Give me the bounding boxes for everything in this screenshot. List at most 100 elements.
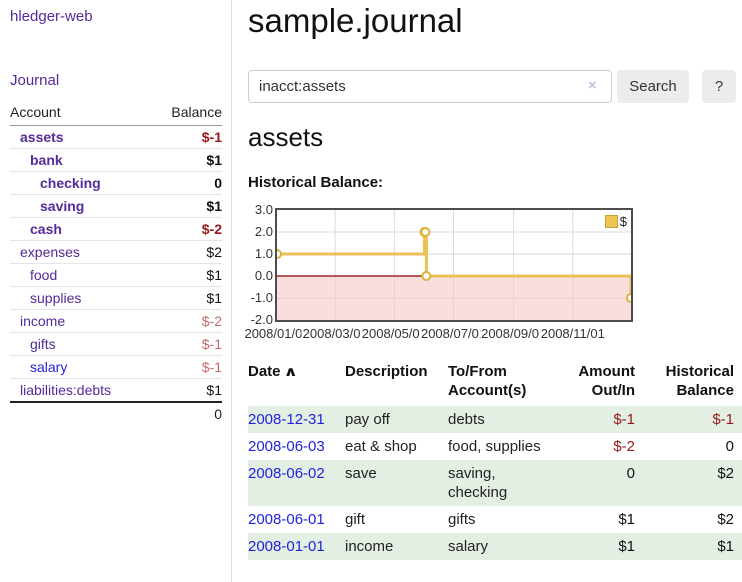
transaction-date-link[interactable]: 2008-06-03 <box>248 438 325 455</box>
tofrom-line2: Account(s) <box>448 382 527 399</box>
accounts-table-body: assets $-1 bank $1 checking 0 saving $1 cash $-2 e… <box>10 125 222 403</box>
y-axis-tick-label: 2.0 <box>254 224 273 239</box>
register-table: Date ∧ Description To/From Account(s) Amo… <box>248 358 742 560</box>
sidebar-account-link[interactable]: liabilities:debts <box>20 382 112 398</box>
sidebar-account-link[interactable]: supplies <box>30 290 82 306</box>
account-balance: $2 <box>151 240 222 264</box>
sidebar-account-link[interactable]: checking <box>40 175 101 191</box>
date-header-label: Date <box>248 363 281 380</box>
x-axis-tick-label: 2008/01/01 <box>243 326 311 341</box>
register-table-body: 2008-12-31 pay off debts $-1 $-1 2008-06-03 ea… <box>248 406 742 560</box>
sidebar-account-link[interactable]: income <box>20 313 66 329</box>
transaction-description: pay off <box>345 411 390 428</box>
transaction-date-link[interactable]: 2008-01-01 <box>248 538 325 555</box>
register-header-description: Description <box>345 363 428 380</box>
chart-legend: $ <box>604 214 627 229</box>
transaction-accounts: salary <box>448 538 489 555</box>
transaction-date-link[interactable]: 2008-06-02 <box>248 465 325 482</box>
sidebar-account-link[interactable]: salary <box>30 359 68 375</box>
accounts-header-balance: Balance <box>151 100 222 126</box>
transaction-date-link[interactable]: 2008-12-31 <box>248 411 325 428</box>
x-axis-tick-label: 2008/09/01 <box>480 326 548 341</box>
chart-plot-area: $ <box>275 208 633 322</box>
sidebar-account-link[interactable]: assets <box>20 129 64 145</box>
transaction-amount: $-2 <box>613 438 635 455</box>
transaction-accounts: saving, checking <box>448 465 508 501</box>
register-row: 2008-06-01 gift gifts $1 $2 <box>248 506 742 533</box>
sidebar-account-link[interactable]: bank <box>30 152 63 168</box>
app-title-link[interactable]: hledger-web <box>10 8 93 25</box>
sidebar-account-link[interactable]: food <box>30 267 58 283</box>
y-axis-tick-label: 3.0 <box>254 202 273 217</box>
tofrom-line1: To/From <box>448 363 507 380</box>
account-balance: $-2 <box>151 309 222 333</box>
clear-search-icon[interactable]: × <box>588 77 597 94</box>
sidebar-account-link[interactable]: gifts <box>30 336 56 352</box>
x-axis-tick-label: 2008/05/01 <box>360 326 428 341</box>
transaction-date-link[interactable]: 2008-06-01 <box>248 511 325 528</box>
register-row: 2008-12-31 pay off debts $-1 $-1 <box>248 406 742 433</box>
sidebar-account-link[interactable]: expenses <box>20 244 80 260</box>
accounts-total-row: 0 <box>10 401 222 425</box>
transaction-accounts: gifts <box>448 511 476 528</box>
transaction-accounts: debts <box>448 411 485 428</box>
transaction-description: gift <box>345 511 366 528</box>
help-button[interactable]: ? <box>702 70 736 103</box>
search-input[interactable] <box>248 70 612 103</box>
account-heading: assets <box>248 122 324 152</box>
sidebar-account-link[interactable]: saving <box>40 198 85 214</box>
account-balance: $-1 <box>151 332 222 356</box>
account-row: saving $1 <box>10 194 222 218</box>
account-row: gifts $-1 <box>10 332 222 356</box>
account-row: expenses $2 <box>10 240 222 264</box>
sidebar-account-link[interactable]: cash <box>30 221 62 237</box>
transaction-balance: $2 <box>717 511 734 528</box>
transaction-balance: 0 <box>725 438 734 455</box>
transaction-accounts: food, supplies <box>448 438 541 455</box>
account-balance: $-1 <box>151 355 222 379</box>
account-row: liabilities:debts $1 <box>10 378 222 403</box>
account-row: assets $-1 <box>10 125 222 149</box>
account-row: salary $-1 <box>10 355 222 379</box>
register-header-date[interactable]: Date ∧ <box>248 358 345 406</box>
search-button[interactable]: Search <box>617 70 689 103</box>
balance-line2: Balance <box>676 382 734 399</box>
account-row: supplies $1 <box>10 286 222 310</box>
x-axis-tick-label: 2008/11/01 <box>539 326 606 341</box>
account-row: food $1 <box>10 263 222 287</box>
register-header-tofrom: To/From Account(s) <box>448 358 560 406</box>
transaction-amount: $-1 <box>613 411 635 428</box>
account-balance: $1 <box>151 286 222 310</box>
accounts-table: Account Balance assets $-1 bank $1 checking 0… <box>10 100 222 425</box>
chart-title: Historical Balance: <box>248 174 384 191</box>
amount-line2: Out/In <box>591 382 635 399</box>
x-axis-tick-label: 2008/07/01 <box>419 326 488 341</box>
account-balance: 0 <box>151 171 222 195</box>
legend-swatch-icon <box>604 215 618 228</box>
y-axis-tick-label: -2.0 <box>250 312 273 327</box>
transaction-balance: $-1 <box>712 411 734 428</box>
transaction-amount: $1 <box>618 538 635 555</box>
transaction-balance: $1 <box>717 538 734 555</box>
transaction-balance: $2 <box>717 465 734 482</box>
transaction-description: income <box>345 538 394 555</box>
account-row: bank $1 <box>10 148 222 172</box>
page-title: sample.journal <box>248 2 463 39</box>
account-balance: $-1 <box>151 125 222 149</box>
chart-canvas <box>277 210 631 320</box>
register-header-amount: Amount Out/In <box>560 358 643 406</box>
register-row: 2008-06-02 save saving, checking 0 $2 <box>248 460 742 506</box>
account-balance: $1 <box>151 148 222 172</box>
sidebar-item-journal[interactable]: Journal <box>10 72 60 89</box>
legend-label: $ <box>619 214 627 229</box>
account-balance: $1 <box>151 378 222 403</box>
transaction-description: eat & shop <box>345 438 417 455</box>
account-row: income $-2 <box>10 309 222 333</box>
historical-balance-chart: 3.0 2.0 1.0 0.0 -1.0 -2.0 $ 2008/01/01 2008/03… <box>243 202 742 352</box>
chevron-up-icon: ∧ <box>283 363 298 379</box>
x-axis-tick-label: 2008/03/01 <box>301 326 369 341</box>
account-balance: $1 <box>151 194 222 218</box>
register-row: 2008-06-03 eat & shop food, supplies $-2 0 <box>248 433 742 460</box>
search-bar: × Search ? <box>248 70 742 103</box>
register-header-row: Date ∧ Description To/From Account(s) Amo… <box>248 358 742 406</box>
